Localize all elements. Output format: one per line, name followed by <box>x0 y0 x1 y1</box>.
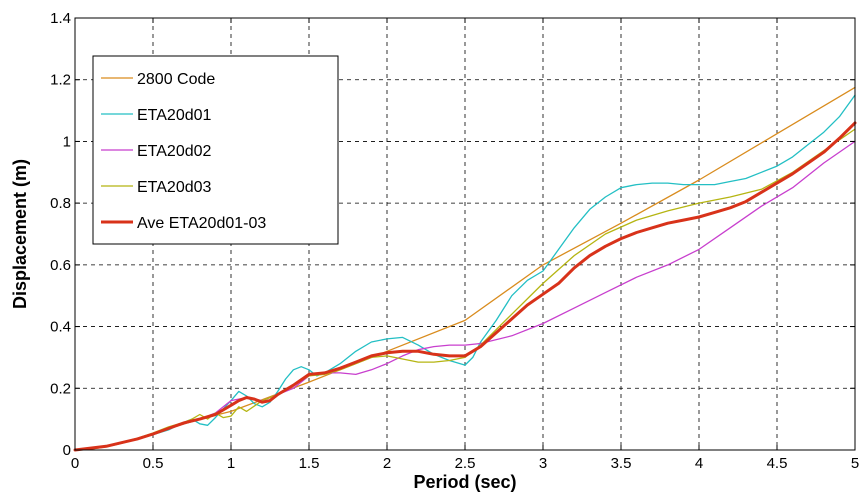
x-tick-label: 0.5 <box>143 455 164 472</box>
y-tick-label: 0.4 <box>50 319 71 336</box>
y-tick-label: 0.2 <box>50 380 71 397</box>
ticks: 0 0.5 1 1.5 2 2.5 3 3.5 4 4.5 5 0 0.2 0.4 0.6 0.8 1 1.2 1.… <box>50 10 859 472</box>
y-tick-label: 0.6 <box>50 257 71 274</box>
legend-label: 2800 Code <box>137 71 215 88</box>
series-line-5 <box>73 121 857 452</box>
y-tick-label: 1.2 <box>50 72 71 89</box>
y-tick-label: 1.4 <box>50 10 71 27</box>
x-tick-label: 3 <box>539 455 547 472</box>
y-tick-label: 0 <box>63 442 71 459</box>
x-tick-label: 1 <box>227 455 235 472</box>
y-tick-label: 0.8 <box>50 195 71 212</box>
x-tick-label: 2.5 <box>455 455 476 472</box>
x-tick-label: 0 <box>71 455 79 472</box>
x-tick-label: 1.5 <box>299 455 320 472</box>
x-tick-label: 2 <box>383 455 391 472</box>
x-tick-label: 4 <box>695 455 703 472</box>
legend: 2800 Code ETA20d01 ETA20d02 ETA20d03 Ave ETA… <box>92 55 339 245</box>
legend-label: Ave ETA20d01-03 <box>137 215 266 232</box>
x-tick-label: 4.5 <box>767 455 788 472</box>
plot-lines <box>73 86 857 452</box>
y-axis-label: Displacement (m) <box>10 159 30 309</box>
x-tick-label: 3.5 <box>611 455 632 472</box>
legend-label: ETA20d01 <box>137 107 212 124</box>
y-tick-label: 1 <box>63 133 71 150</box>
x-axis-label: Period (sec) <box>413 472 516 492</box>
x-tick-label: 5 <box>851 455 859 472</box>
legend-label: ETA20d02 <box>137 143 212 160</box>
legend-box <box>92 55 339 245</box>
legend-label: ETA20d03 <box>137 179 212 196</box>
